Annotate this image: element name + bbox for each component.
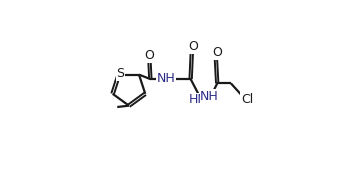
Text: HN: HN: [189, 93, 208, 106]
Text: O: O: [212, 46, 222, 59]
Text: NH: NH: [157, 72, 175, 85]
Text: NH: NH: [200, 90, 219, 103]
Text: O: O: [144, 49, 154, 62]
Text: O: O: [188, 40, 198, 53]
Text: S: S: [116, 67, 124, 80]
Text: Cl: Cl: [241, 93, 253, 106]
